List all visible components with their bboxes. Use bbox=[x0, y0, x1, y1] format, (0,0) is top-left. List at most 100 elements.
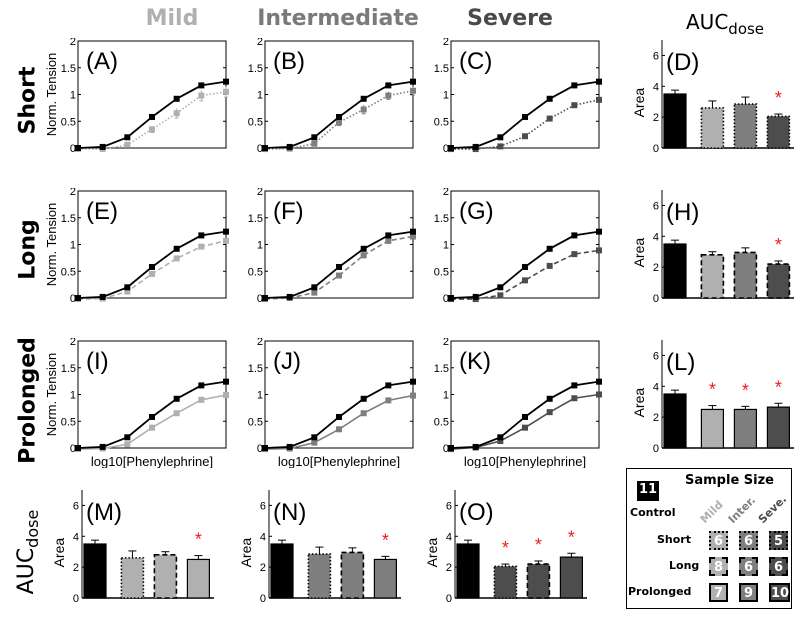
panel-label: (G) bbox=[459, 198, 494, 225]
y-axis-label: Area bbox=[238, 538, 254, 568]
column-title-severe: Severe bbox=[467, 6, 553, 31]
data-point-control bbox=[360, 395, 367, 402]
data-point-control bbox=[448, 295, 454, 301]
legend-col-seve: Seve. bbox=[755, 492, 790, 526]
y-tick-label: 1.5 bbox=[248, 213, 263, 225]
bar-control bbox=[663, 93, 687, 149]
data-point-severe bbox=[497, 438, 504, 445]
legend-col-mild: Mild bbox=[697, 498, 726, 526]
data-point-intermediate bbox=[311, 140, 318, 147]
data-point-control bbox=[149, 413, 155, 420]
panel-label: (A) bbox=[86, 48, 118, 75]
chart-panel-l: 0 2 4 6 Area (L) * * * bbox=[631, 340, 794, 455]
data-point-control bbox=[596, 378, 602, 385]
legend-control-box: 11 bbox=[637, 481, 659, 501]
panel-label: (J) bbox=[273, 348, 301, 375]
significance-star: * bbox=[382, 530, 389, 550]
y-tick-label: 2 bbox=[260, 562, 266, 574]
bar-short bbox=[307, 553, 332, 599]
data-point-intermediate bbox=[311, 439, 318, 446]
y-tick-label: 0 bbox=[443, 443, 449, 455]
chart-panel-k: 0 0.5 1 1.5 2 log10[Phenylephrine] (K) bbox=[434, 338, 602, 468]
y-tick-label: 2 bbox=[653, 112, 659, 124]
data-point-control bbox=[223, 78, 229, 85]
data-point-severe bbox=[596, 247, 602, 254]
bar-control bbox=[83, 543, 107, 599]
data-point-intermediate bbox=[360, 106, 367, 113]
data-point-intermediate bbox=[410, 233, 416, 240]
data-point-severe bbox=[571, 395, 578, 402]
y-tick-label: 1 bbox=[443, 390, 449, 402]
data-point-control bbox=[336, 113, 342, 120]
bar-intermediate bbox=[733, 408, 758, 449]
data-point-mild bbox=[173, 410, 180, 417]
y-tick-label: 0 bbox=[446, 593, 452, 605]
data-point-mild bbox=[198, 92, 205, 99]
y-tick-label: 2 bbox=[257, 38, 263, 48]
significance-star: * bbox=[775, 88, 782, 108]
y-tick-label: 2 bbox=[73, 562, 79, 574]
data-point-control bbox=[124, 284, 131, 291]
data-point-severe bbox=[522, 277, 528, 284]
data-point-control bbox=[596, 228, 602, 235]
panel-label: (O) bbox=[459, 499, 494, 526]
y-tick-label: 2 bbox=[257, 338, 263, 348]
data-point-control bbox=[497, 284, 504, 291]
significance-star: * bbox=[195, 530, 202, 550]
series-line-mild bbox=[77, 394, 227, 450]
data-point-control bbox=[311, 434, 318, 441]
data-point-severe bbox=[546, 262, 553, 269]
auc-main: AUC bbox=[686, 10, 729, 34]
chart-panel-m: 0 2 4 6 Area (M) * bbox=[51, 490, 214, 605]
data-point-control bbox=[522, 113, 528, 120]
data-point-control bbox=[385, 382, 392, 389]
legend-n-prolonged-inter: 9 bbox=[739, 583, 758, 602]
data-point-severe bbox=[522, 424, 528, 431]
chart-panel-a: 0 0.5 1 1.5 2 Norm. Tension (A) bbox=[44, 38, 229, 155]
y-tick-label: 1 bbox=[257, 90, 263, 102]
data-point-mild bbox=[149, 270, 155, 277]
y-tick-label: 0 bbox=[257, 293, 263, 305]
data-point-severe bbox=[596, 96, 602, 103]
data-point-control bbox=[497, 434, 504, 441]
data-point-control bbox=[124, 434, 131, 441]
y-tick-label: 2 bbox=[70, 338, 76, 348]
panel-label: (I) bbox=[86, 348, 109, 375]
y-tick-label: 0 bbox=[260, 593, 266, 605]
data-point-control bbox=[99, 443, 106, 450]
column-title-auc: AUCdose bbox=[686, 10, 764, 38]
data-point-control bbox=[571, 82, 578, 89]
y-tick-label: 2 bbox=[70, 38, 76, 48]
data-point-control bbox=[410, 228, 416, 235]
panel-label: (F) bbox=[273, 198, 304, 225]
data-point-control bbox=[286, 143, 293, 150]
significance-star: * bbox=[775, 377, 782, 397]
auc-sub: dose bbox=[728, 20, 765, 38]
data-point-control bbox=[149, 263, 155, 270]
panel-label: (N) bbox=[273, 499, 306, 526]
data-point-mild bbox=[223, 392, 229, 399]
data-point-intermediate bbox=[336, 272, 342, 279]
significance-star: * bbox=[742, 380, 749, 400]
significance-star: * bbox=[502, 538, 509, 558]
data-point-control bbox=[75, 145, 81, 151]
data-point-mild bbox=[173, 110, 180, 117]
data-point-severe bbox=[546, 409, 553, 416]
data-point-intermediate bbox=[410, 392, 416, 399]
data-point-intermediate bbox=[360, 410, 367, 417]
y-tick-label: 1 bbox=[70, 240, 76, 252]
data-point-severe bbox=[497, 292, 504, 299]
y-tick-label: 0.5 bbox=[248, 416, 263, 428]
data-point-mild bbox=[149, 424, 155, 431]
y-tick-label: 4 bbox=[653, 381, 659, 393]
bar-long bbox=[153, 554, 178, 599]
legend-col-inter: Inter. bbox=[725, 493, 759, 526]
significance-star: * bbox=[568, 527, 575, 547]
y-axis-label: Norm. Tension bbox=[44, 353, 59, 437]
y-tick-label: 0.5 bbox=[61, 116, 76, 128]
data-point-severe bbox=[571, 251, 578, 258]
data-point-severe bbox=[497, 143, 504, 150]
panel-label: (C) bbox=[459, 48, 492, 75]
chart-panel-h: 0 2 4 6 Area (H) * bbox=[631, 190, 794, 305]
bar-long bbox=[526, 563, 551, 599]
